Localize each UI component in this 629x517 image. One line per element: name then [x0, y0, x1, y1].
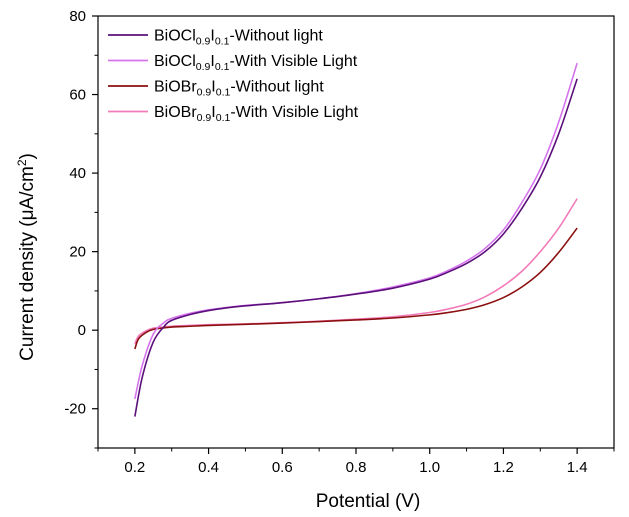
y-axis-title: Current density (μA/cm2) [15, 153, 38, 361]
legend-item-4: BiOBr0.9I0.1-With Visible Light [108, 104, 359, 124]
series-line-3 [134, 227, 578, 350]
y-axis-title-unit: μA/cm [17, 166, 38, 220]
y-axis-title-close: ) [17, 153, 38, 159]
x-tick-label: 0.8 [346, 459, 367, 476]
series-line-1 [134, 78, 578, 417]
x-axis-ticks: 0.2 0.4 0.6 0.8 1.0 1.2 1.4 [97, 448, 615, 476]
legend-label: BiOCl0.9I0.1-Without light [154, 28, 323, 48]
x-tick-label: 1.2 [493, 459, 514, 476]
y-tick-label: 20 [69, 244, 86, 261]
legend-label: BiOCl0.9I0.1-With Visible Light [154, 53, 358, 73]
y-tick-label: 80 [69, 8, 86, 25]
y-tick-label: -20 [64, 401, 86, 418]
x-tick-label: 0.6 [272, 459, 293, 476]
series-layer [134, 62, 578, 417]
legend-item-2: BiOCl0.9I0.1-With Visible Light [108, 53, 358, 73]
legend-label: BiOBr0.9I0.1-Without light [154, 79, 324, 99]
y-axis-title-main: Current density ( [17, 220, 38, 361]
x-tick-label: 0.4 [198, 459, 219, 476]
legend-item-3: BiOBr0.9I0.1-Without light [108, 79, 324, 99]
y-tick-label: 0 [78, 322, 86, 339]
y-axis-title-sup: 2 [15, 159, 29, 166]
legend-item-1: BiOCl0.9I0.1-Without light [108, 28, 323, 48]
y-tick-label: 40 [69, 165, 86, 182]
y-tick-label: 60 [69, 87, 86, 104]
x-tick-label: 1.4 [567, 459, 588, 476]
y-axis-ticks: -20 0 20 40 60 80 [64, 8, 98, 449]
legend-label: BiOBr0.9I0.1-With Visible Light [154, 104, 359, 124]
legend: BiOCl0.9I0.1-Without light BiOCl0.9I0.1-W… [108, 28, 359, 124]
x-tick-label: 0.2 [124, 459, 145, 476]
x-tick-label: 1.0 [419, 459, 440, 476]
x-axis-title: Potential (V) [316, 491, 421, 512]
